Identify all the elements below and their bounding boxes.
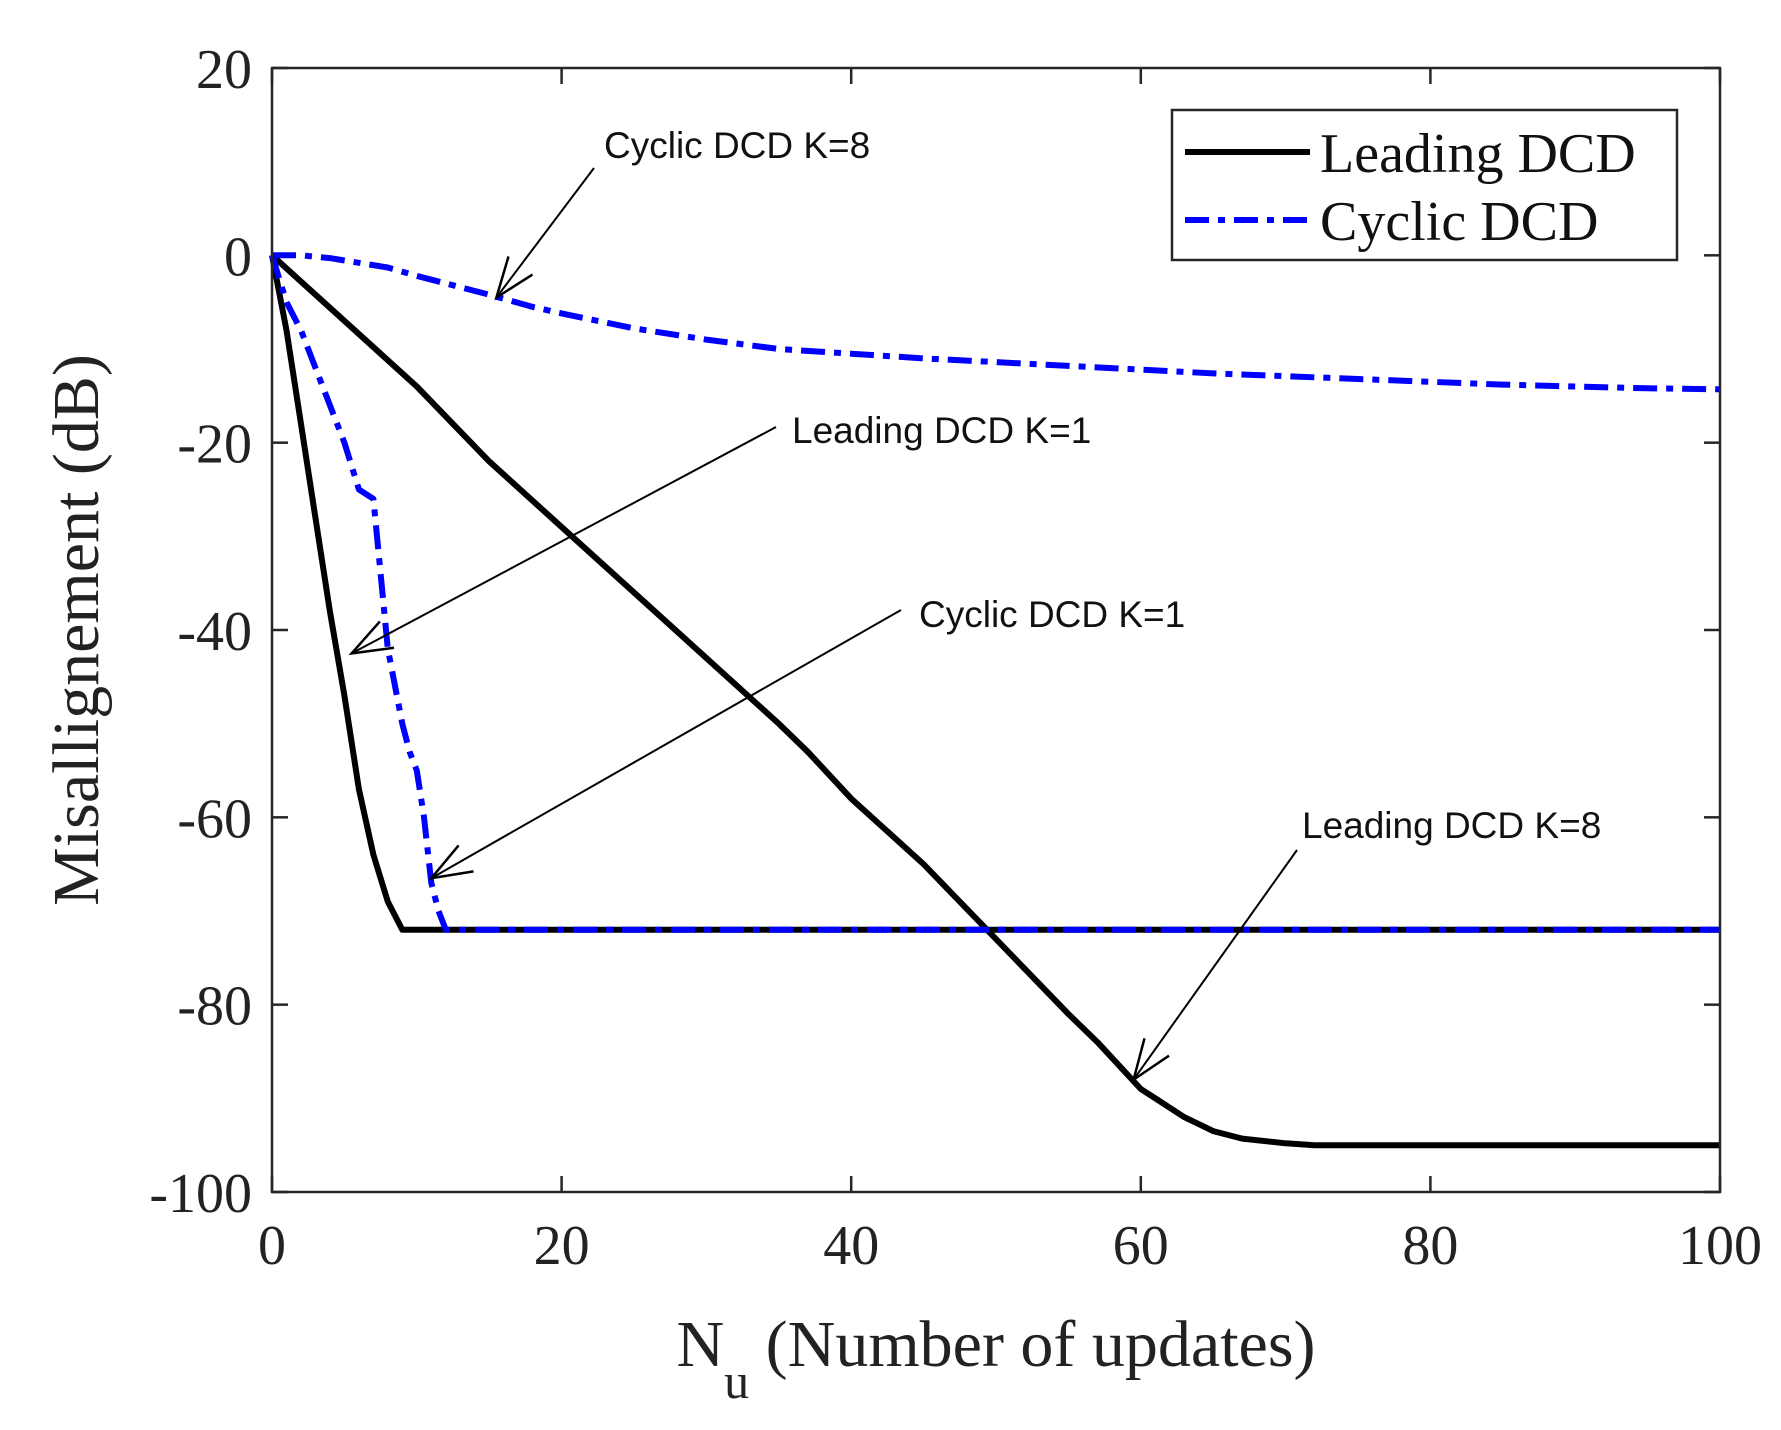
x-tick-label: 20	[534, 1215, 590, 1277]
y-tick-label: -40	[177, 601, 252, 663]
x-tick-label: 100	[1678, 1215, 1762, 1277]
legend-label-cyclic-dcd: Cyclic DCD	[1320, 191, 1598, 253]
annotation-arrow-line-cyclic-dcd-k-1	[430, 609, 902, 880]
y-tick-label: -100	[149, 1163, 252, 1225]
annotation-arrow-head-leading-dcd-k-1	[348, 620, 395, 656]
x-tick-label: 0	[258, 1215, 286, 1277]
annotation-label-cyclic-dcd-k-1: Cyclic DCD K=1	[919, 594, 1185, 635]
x-tick-label: 40	[823, 1215, 879, 1277]
series-line-cyclic-dcd-k-1	[269, 254, 1720, 933]
x-axis-title-main: N	[677, 1308, 725, 1381]
y-tick-label: -80	[177, 976, 252, 1038]
series-line-leading-dcd-k-8	[269, 253, 1720, 1149]
legend-box	[1170, 108, 1679, 262]
annotation-label-cyclic-dcd-k-8: Cyclic DCD K=8	[604, 125, 870, 166]
y-tick-label: 20	[196, 39, 252, 101]
series-line-leading-dcd-k-1	[269, 254, 1720, 933]
series-line-cyclic-dcd-k-8	[272, 252, 1721, 393]
y-tick-label: 0	[224, 226, 252, 288]
x-axis-title: Nu (Number of updates)	[677, 1308, 1316, 1409]
annotation-arrow-head-leading-dcd-k-8	[1131, 1037, 1170, 1083]
annotation-label-leading-dcd-k-8: Leading DCD K=8	[1302, 805, 1601, 846]
annotation-arrow-line-cyclic-dcd-k-8	[495, 167, 595, 299]
x-tick-label: 60	[1113, 1215, 1169, 1277]
ticks: 0 20 40 60 80 100 20 0 -20 -40 -60 -80 -100	[149, 39, 1762, 1277]
annotation-arrow-line-leading-dcd-k-8	[1132, 849, 1298, 1081]
annotation-arrow-line-leading-dcd-k-1	[351, 426, 777, 655]
y-tick-label: -60	[177, 788, 252, 850]
series	[269, 252, 1721, 1149]
annotation-label-leading-dcd-k-1: Leading DCD K=1	[792, 410, 1091, 451]
plot-frame	[270, 66, 1722, 1194]
x-axis-title-sub: u	[724, 1353, 749, 1409]
legend-label-leading-dcd: Leading DCD	[1320, 123, 1636, 185]
legend: Leading DCD Cyclic DCD	[1170, 108, 1679, 262]
x-axis-title-rest: (Number of updates)	[749, 1308, 1315, 1381]
annotations: Cyclic DCD K=8 Leading DCD K=1 Cyclic DCD …	[348, 125, 1601, 1083]
annotation-arrow-head-cyclic-dcd-k-1	[428, 844, 474, 880]
y-tick-label: -20	[177, 414, 252, 476]
y-axis-title: Misallignement (dB)	[40, 354, 113, 906]
x-tick-label: 80	[1402, 1215, 1458, 1277]
annotation-arrow-head-cyclic-dcd-k-8	[494, 256, 534, 301]
